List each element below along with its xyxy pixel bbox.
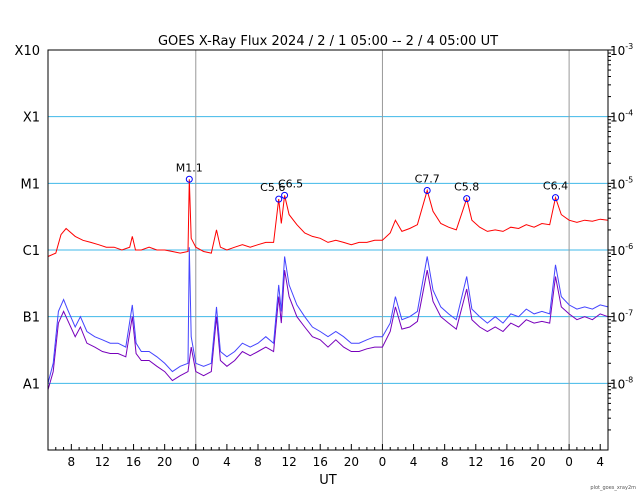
flare-label: C6.5	[278, 177, 303, 190]
x-tick-label: 20	[530, 455, 545, 469]
chart-title: GOES X-Ray Flux 2024 / 2 / 1 05:00 -- 2 …	[158, 34, 498, 49]
flare-marker	[275, 195, 283, 203]
flare-label: C5.6	[260, 181, 285, 194]
x-tick-label: 16	[126, 455, 141, 469]
x-tick-label: 4	[223, 455, 231, 469]
flare-label: C6.4	[543, 180, 568, 193]
flare-marker	[463, 195, 471, 203]
flare-label: C5.8	[454, 181, 479, 194]
series-layer	[47, 179, 609, 390]
class-tick-label: B1	[23, 311, 40, 326]
x-tick-label: 12	[95, 455, 110, 469]
flare-annotations: M1.1 C5.6C6.5 C7.7 C5.8 C6.4	[176, 161, 568, 203]
x-tick-label: 0	[565, 455, 573, 469]
x-tick-label: 12	[281, 455, 296, 469]
flux-series-line	[47, 179, 609, 257]
class-tick-label: C1	[23, 244, 40, 259]
x-tick-label: 20	[344, 455, 359, 469]
grid-layer	[48, 50, 608, 450]
class-tick-label: X1	[23, 111, 40, 126]
flux-tick-label: 10-6	[610, 242, 633, 258]
x-tick-label: 8	[441, 455, 449, 469]
x-tick-label: 8	[254, 455, 262, 469]
flare-label: M1.1	[176, 161, 203, 174]
x-tick-label: 4	[596, 455, 604, 469]
x-axis-title: UT	[319, 473, 337, 488]
x-tick-label: 12	[468, 455, 483, 469]
x-tick-label: 20	[157, 455, 172, 469]
footer-note: plot_goes_xray2m	[590, 485, 636, 491]
flare-marker	[552, 194, 559, 202]
flare-marker	[423, 187, 431, 195]
x-tick-label: 4	[410, 455, 418, 469]
flux-tick-label: 10-5	[610, 175, 633, 191]
x-tick-label: 16	[313, 455, 328, 469]
x-tick-label: 0	[379, 455, 387, 469]
class-tick-label: M1	[21, 177, 41, 192]
flux-series-line	[47, 247, 609, 384]
flare-marker	[185, 175, 193, 183]
flux-tick-label: 10-7	[610, 309, 633, 325]
flux-tick-label: 10-3	[610, 42, 633, 58]
x-tick-label: 0	[192, 455, 200, 469]
class-tick-label: X10	[15, 44, 40, 59]
axis-layer: X10 X1 M1 C1 B1 A1 10-3 10-4 10-5 10-6 10-7 10-8 8 12…	[15, 42, 634, 469]
flux-tick-label: 10-8	[610, 375, 633, 391]
flux-tick-label: 10-4	[610, 109, 633, 125]
x-tick-label: 8	[68, 455, 76, 469]
class-tick-label: A1	[23, 377, 40, 392]
x-tick-label: 16	[499, 455, 514, 469]
flux-series-line	[47, 270, 609, 390]
flare-marker	[281, 191, 289, 199]
flare-label: C7.7	[415, 173, 440, 186]
